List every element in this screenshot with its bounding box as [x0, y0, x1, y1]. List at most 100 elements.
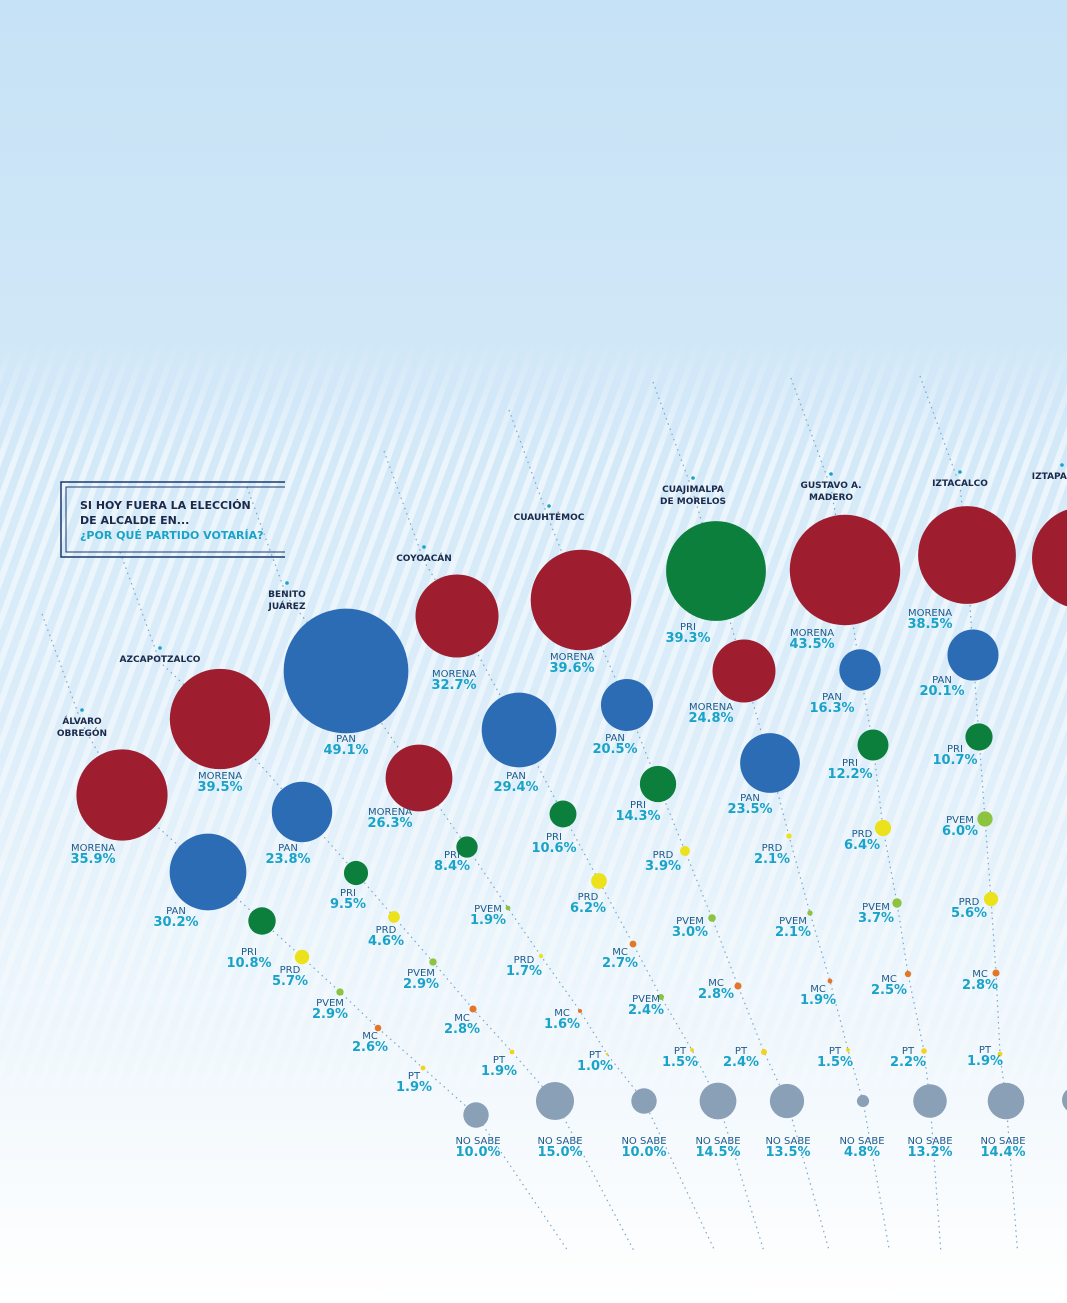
district-name: DE MORELOS: [660, 497, 726, 507]
party-value: 3.7%: [858, 911, 894, 926]
party-name: PVEM: [676, 916, 704, 927]
party-value: 8.4%: [434, 859, 470, 874]
bubble: [769, 1083, 805, 1119]
party-name: NO SABE: [980, 1136, 1025, 1147]
party-name: MC: [972, 969, 988, 980]
bubble: [385, 744, 453, 812]
district-name: COYOACÁN: [396, 552, 452, 564]
bubble: [760, 1048, 768, 1056]
party-value: 23.5%: [727, 802, 772, 817]
party-name: PRI: [444, 850, 460, 861]
bubble: [605, 1052, 609, 1056]
party-value: 2.9%: [312, 1007, 348, 1022]
bubble: [680, 846, 690, 856]
title-line: DE ALCALDE EN...: [80, 514, 189, 527]
party-value: 10.7%: [932, 753, 977, 768]
party-name: PT: [829, 1046, 842, 1057]
party-name: PVEM: [632, 994, 660, 1005]
party-value: 1.9%: [967, 1054, 1003, 1069]
bubble: [481, 692, 557, 768]
party-value: 1.5%: [662, 1055, 698, 1070]
bubble: [827, 978, 833, 984]
party-value: 12.2%: [827, 767, 872, 782]
bubble: [839, 649, 881, 691]
party-name: PRD: [280, 965, 301, 976]
name-dot: [422, 545, 426, 549]
party-name: PT: [408, 1071, 421, 1082]
party-name: NO SABE: [839, 1136, 884, 1147]
bubble: [248, 907, 276, 935]
party-name: PAN: [506, 771, 526, 782]
bubble: [294, 949, 310, 965]
bubble: [577, 1008, 583, 1014]
party-name: NO SABE: [907, 1136, 952, 1147]
bubble: [856, 1094, 870, 1108]
party-name: MC: [708, 978, 724, 989]
party-name: PRI: [241, 947, 257, 958]
party-name: PRD: [514, 955, 535, 966]
bubble: [786, 833, 792, 839]
bubble: [666, 521, 766, 621]
party-value: 13.2%: [907, 1145, 952, 1160]
party-name: PVEM: [316, 998, 344, 1009]
district-name: CUAJIMALPA: [662, 485, 724, 495]
party-value: 14.5%: [695, 1145, 740, 1160]
party-name: MORENA: [689, 702, 733, 713]
party-name: PAN: [166, 906, 186, 917]
party-name: PVEM: [946, 815, 974, 826]
party-value: 1.9%: [800, 993, 836, 1008]
name-dot: [547, 504, 551, 508]
bubble: [530, 549, 632, 651]
party-name: MORENA: [432, 669, 476, 680]
party-value: 39.5%: [197, 780, 242, 795]
party-name: PAN: [822, 692, 842, 703]
bubble: [343, 860, 369, 886]
bubble: [509, 1049, 515, 1055]
party-value: 2.8%: [444, 1022, 480, 1037]
bubble: [740, 733, 800, 793]
bubble: [997, 1051, 1003, 1057]
bubble: [874, 819, 892, 837]
bubble: [987, 1082, 1025, 1120]
bubble: [629, 940, 637, 948]
party-name: PRD: [653, 850, 674, 861]
bubble: [631, 1088, 657, 1114]
party-value: 2.6%: [352, 1040, 388, 1055]
name-dot: [158, 646, 162, 650]
party-value: 49.1%: [323, 743, 368, 758]
party-name: MC: [362, 1031, 378, 1042]
party-value: 2.9%: [403, 977, 439, 992]
bubble: [600, 678, 654, 732]
party-name: PT: [589, 1050, 602, 1061]
bubble: [374, 1024, 382, 1032]
party-value: 3.0%: [672, 925, 708, 940]
party-name: PT: [493, 1055, 506, 1066]
party-value: 10.0%: [455, 1145, 500, 1160]
district-name: OBREGÓN: [57, 727, 107, 739]
party-name: PAN: [336, 734, 356, 745]
party-value: 4.6%: [368, 934, 404, 949]
district-name: AZCAPOTZALCO: [120, 655, 201, 665]
party-value: 3.9%: [645, 859, 681, 874]
party-value: 2.2%: [890, 1055, 926, 1070]
party-value: 10.6%: [531, 841, 576, 856]
party-value: 9.5%: [330, 897, 366, 912]
party-value: 1.9%: [470, 913, 506, 928]
bubble: [690, 1048, 694, 1052]
party-name: MC: [554, 1008, 570, 1019]
party-name: PT: [902, 1046, 915, 1057]
party-value: 29.4%: [493, 780, 538, 795]
party-value: 5.6%: [951, 906, 987, 921]
party-name: PRI: [340, 888, 356, 899]
party-value: 2.1%: [775, 925, 811, 940]
bubble: [429, 958, 437, 966]
party-value: 6.2%: [570, 901, 606, 916]
party-value: 32.7%: [431, 678, 476, 693]
party-value: 39.6%: [549, 661, 594, 676]
party-value: 14.3%: [615, 809, 660, 824]
party-name: PAN: [740, 793, 760, 804]
guide-line: [790, 377, 942, 1251]
bubble: [992, 969, 1000, 977]
party-name: NO SABE: [455, 1136, 500, 1147]
party-value: 4.8%: [844, 1145, 880, 1160]
